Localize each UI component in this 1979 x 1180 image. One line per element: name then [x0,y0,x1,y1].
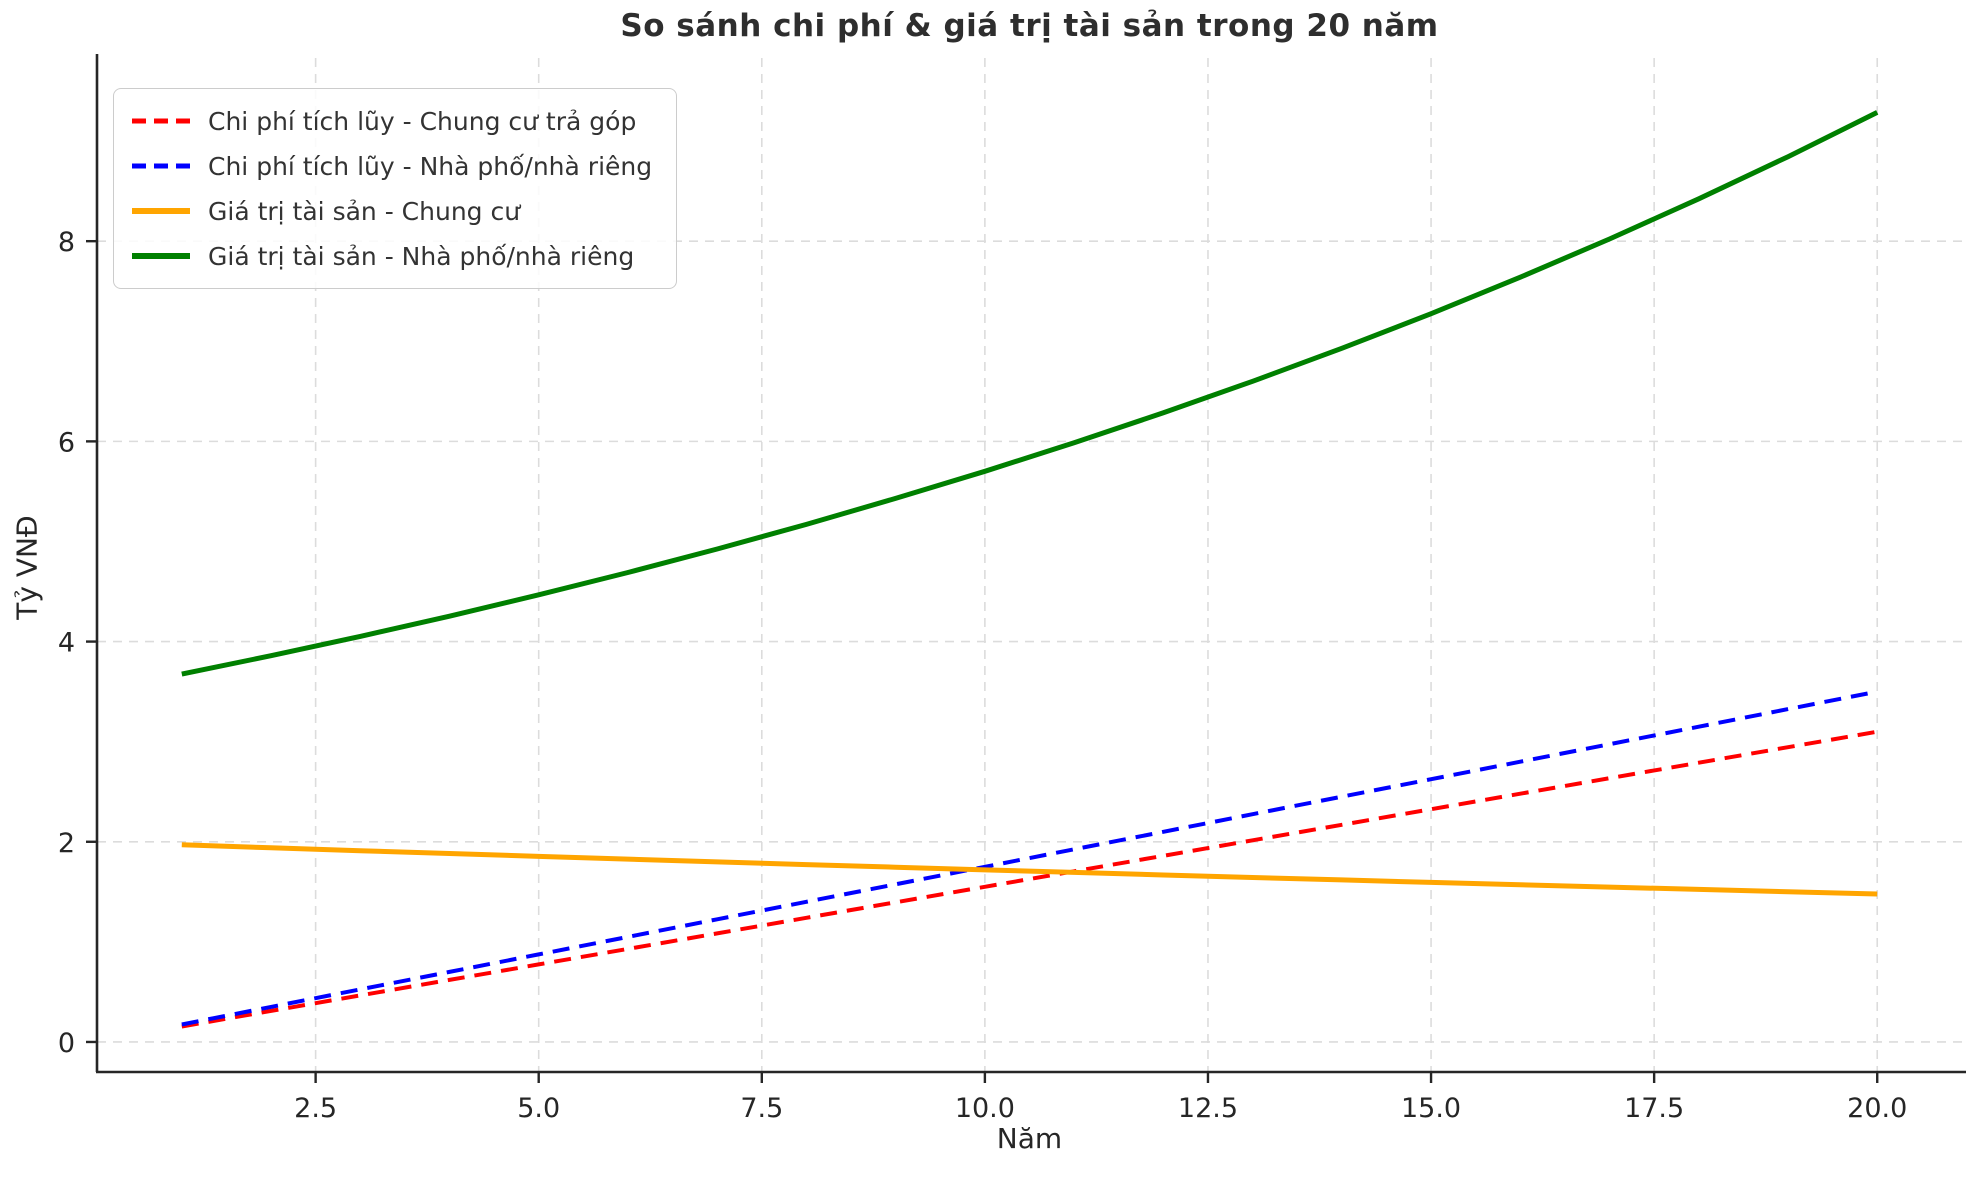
x-tick-label: 17.5 [1624,1093,1684,1124]
legend-item: Giá trị tài sản - Nhà phố/nhà riêng [130,238,652,274]
x-tick-label: 7.5 [740,1093,783,1124]
legend-item: Chi phí tích lũy - Chung cư trả góp [130,103,652,139]
x-tick-label: 2.5 [294,1093,337,1124]
legend-label: Giá trị tài sản - Chung cư [208,196,521,226]
x-tick-label: 20.0 [1847,1093,1907,1124]
series-line-1 [181,729,1878,1029]
legend-label: Chi phí tích lũy - Nhà phố/nhà riêng [208,151,653,181]
x-tick-label: 15.0 [1401,1093,1461,1124]
x-tick-label: 10.0 [955,1093,1015,1124]
series-line-2 [181,689,1878,1027]
legend-line-sample [132,118,190,124]
legend-label: Giá trị tài sản - Nhà phố/nhà riêng [208,241,635,271]
y-tick-label: 6 [58,427,75,458]
series-line-3 [181,842,1878,897]
y-tick-label: 8 [58,227,75,258]
legend-item: Chi phí tích lũy - Nhà phố/nhà riêng [130,148,652,184]
x-tick-label: 12.5 [1178,1093,1238,1124]
y-tick-label: 4 [58,628,75,659]
legend-line-sample [132,253,190,259]
legend-box: Chi phí tích lũy - Chung cư trả góp Chi p… [113,88,678,289]
legend-line-sample [132,208,190,214]
series-line-4 [181,110,1879,677]
x-tick-label: 5.0 [517,1093,560,1124]
legend-item: Giá trị tài sản - Chung cư [130,193,652,229]
chart-title: So sánh chi phí & giá trị tài sản trong … [620,8,1439,44]
legend-line-sample [132,163,190,169]
y-tick-label: 0 [58,1028,75,1059]
legend-label: Chi phí tích lũy - Chung cư trả góp [208,106,637,136]
y-tick-label: 2 [58,828,75,859]
y-axis-label: Tỷ VNĐ [10,515,44,620]
x-axis-label: Năm [996,1122,1063,1155]
